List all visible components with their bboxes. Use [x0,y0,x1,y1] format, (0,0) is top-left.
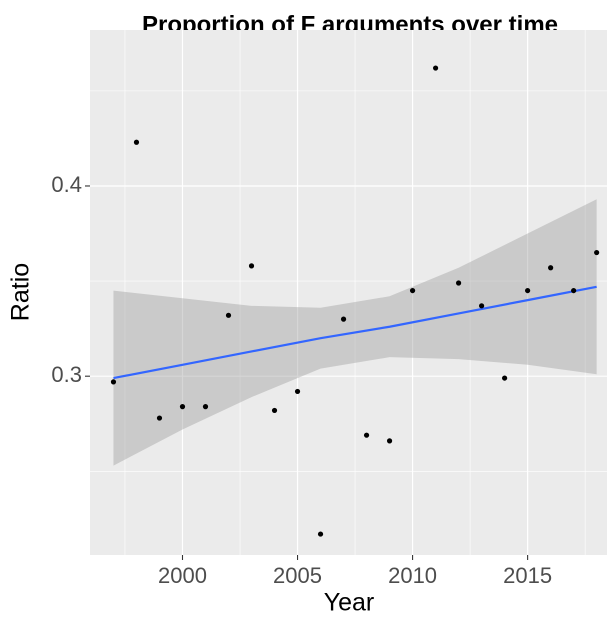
point [317,531,324,537]
point [432,65,439,71]
x-axis-title: Year [324,589,375,617]
point [156,415,163,421]
point [571,287,577,294]
point [502,375,508,381]
point [225,312,232,318]
point [133,139,140,145]
point [594,249,600,256]
y-axis-title: Ratio [7,263,35,321]
point [363,432,370,438]
y-tick-label: 0.4 [51,172,82,197]
point [409,287,416,294]
x-tick-label: 2010 [388,563,437,588]
y-tick-label: 0.3 [51,362,82,387]
trend-line [113,285,597,380]
point [548,265,554,271]
point [525,287,531,294]
point [110,379,117,385]
point [340,316,347,322]
x-tick-label: 2015 [503,563,552,588]
x-tick-label: 2005 [273,563,322,588]
x-tick-label: 2000 [158,563,207,588]
plot-panel [90,30,607,555]
point [294,388,301,395]
point [479,303,485,309]
point [248,263,255,269]
point [455,280,462,286]
point [271,407,278,414]
point [179,404,186,410]
point [386,438,393,444]
point [202,404,209,410]
